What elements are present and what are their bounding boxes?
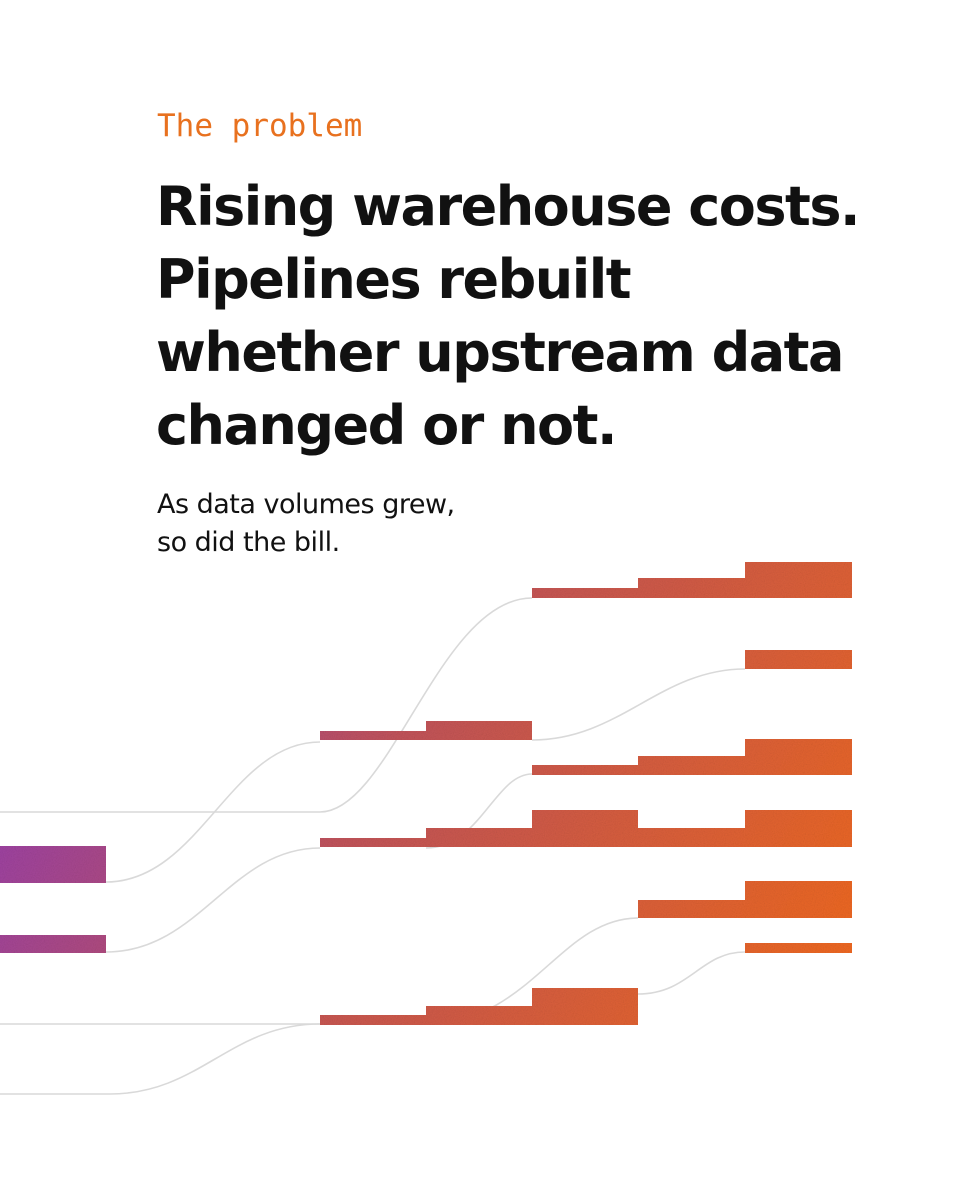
- eyebrow-label: The problem: [157, 108, 363, 144]
- connector-line: [105, 741, 321, 883]
- data-blocks: [0, 562, 852, 1025]
- data-block: [320, 810, 852, 847]
- headline: Rising warehouse costs. Pipelines rebuil…: [156, 175, 861, 457]
- subline-line-1: As data volumes grew,: [157, 489, 455, 520]
- connector-line: [105, 847, 321, 953]
- connector-lines: [0, 597, 746, 1095]
- data-block: [0, 846, 106, 883]
- connector-line: [531, 668, 746, 741]
- data-block: [638, 881, 852, 918]
- data-block: [532, 562, 852, 598]
- data-block: [532, 739, 852, 775]
- subline-line-2: so did the bill.: [157, 527, 340, 558]
- data-block: [745, 943, 852, 953]
- data-block: [0, 935, 106, 953]
- connector-line: [319, 597, 533, 813]
- data-block: [745, 650, 852, 669]
- connector-line: [637, 951, 746, 995]
- subline: As data volumes grew, so did the bill.: [157, 486, 455, 562]
- connector-line: [0, 1023, 321, 1095]
- data-block: [320, 988, 638, 1025]
- data-block: [320, 721, 532, 740]
